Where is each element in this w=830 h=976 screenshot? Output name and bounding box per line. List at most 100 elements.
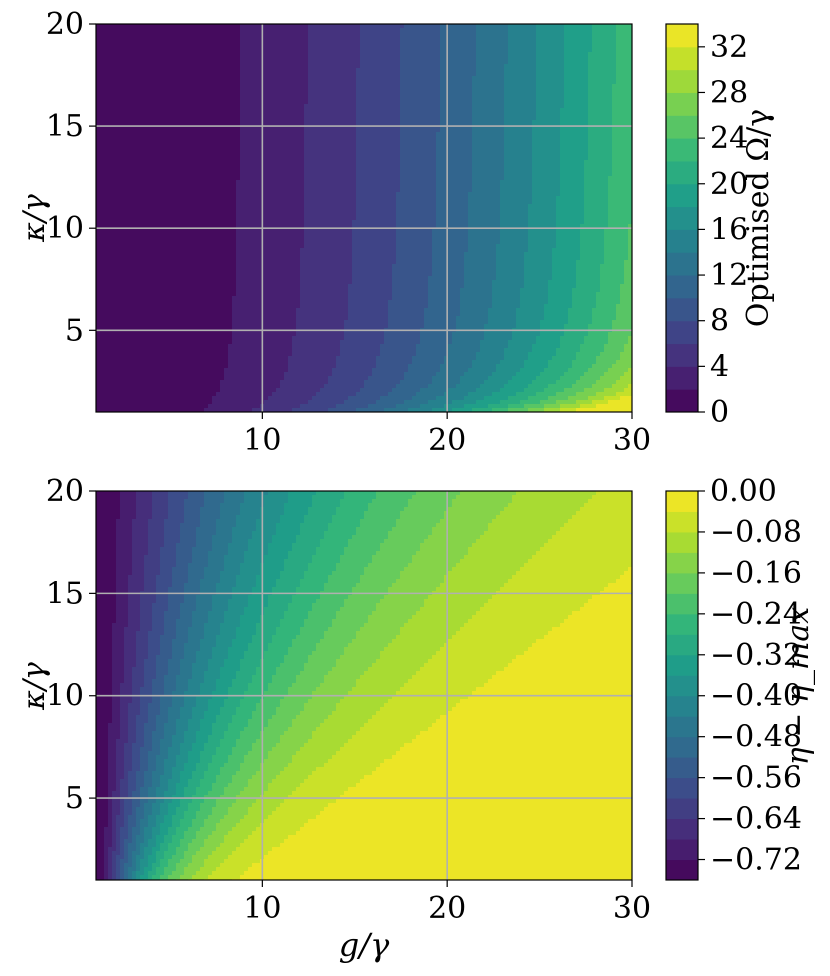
contour-cell [484, 164, 489, 169]
contour-cell [340, 24, 345, 29]
contour-cell [336, 36, 341, 41]
contour-cell [500, 32, 505, 37]
contour-cell [232, 160, 237, 165]
contour-cell [552, 92, 557, 97]
contour-cell [424, 156, 429, 161]
contour-cell [576, 116, 581, 121]
contour-cell [516, 88, 521, 93]
contour-cell [600, 132, 605, 137]
contour-cell [320, 36, 325, 41]
contour-cell [420, 112, 425, 117]
contour-cell [556, 128, 561, 133]
contour-cell [288, 168, 293, 173]
contour-cell [508, 132, 513, 137]
contour-cell [556, 88, 561, 93]
contour-cell [232, 156, 237, 161]
contour-cell [272, 64, 277, 69]
contour-cell [388, 116, 393, 121]
contour-cell [572, 104, 577, 109]
contour-cell [536, 28, 541, 33]
contour-cell [328, 60, 333, 65]
contour-cell [292, 24, 297, 29]
contour-cell [388, 44, 393, 49]
contour-cell [460, 80, 465, 85]
contour-cell [276, 44, 281, 49]
contour-cell [384, 64, 389, 69]
contour-cell [512, 136, 517, 141]
contour-cell [136, 168, 141, 173]
contour-cell [416, 52, 421, 57]
contour-cell [600, 36, 605, 41]
contour-cell [484, 140, 489, 145]
contour-cell [596, 100, 601, 105]
contour-cell [116, 72, 121, 77]
contour-cell [160, 36, 165, 41]
contour-cell [452, 36, 457, 41]
contour-cell [600, 64, 605, 69]
contour-cell [432, 36, 437, 41]
contour-cell [160, 96, 165, 101]
contour-cell [588, 76, 593, 81]
contour-cell [540, 88, 545, 93]
contour-cell [348, 28, 353, 33]
contour-cell [412, 24, 417, 29]
contour-cell [540, 168, 545, 173]
contour-cell [576, 36, 581, 41]
contour-cell [412, 44, 417, 49]
contour-cell [308, 88, 313, 93]
contour-cell [324, 44, 329, 49]
contour-cell [516, 132, 521, 137]
contour-cell [340, 68, 345, 73]
contour-cell [428, 116, 433, 121]
contour-cell [456, 40, 461, 45]
contour-cell [264, 56, 269, 61]
contour-cell [612, 116, 617, 121]
contour-cell [264, 84, 269, 89]
contour-cell [324, 132, 329, 137]
contour-cell [540, 48, 545, 53]
contour-cell [168, 156, 173, 161]
contour-cell [572, 96, 577, 101]
contour-cell [400, 60, 405, 65]
contour-cell [296, 152, 301, 157]
contour-cell [188, 88, 193, 93]
contour-cell [200, 104, 205, 109]
contour-cell [628, 112, 632, 117]
contour-cell [100, 136, 105, 141]
contour-cell [168, 152, 173, 157]
contour-cell [368, 24, 373, 29]
contour-cell [268, 104, 273, 109]
contour-cell [128, 172, 133, 177]
contour-cell [232, 28, 237, 33]
contour-cell [120, 84, 125, 89]
contour-cell [196, 152, 201, 157]
contour-cell [112, 96, 117, 101]
contour-cell [360, 64, 365, 69]
contour-cell [388, 96, 393, 101]
contour-cell [364, 140, 369, 145]
contour-cell [476, 144, 481, 149]
contour-cell [452, 88, 457, 93]
contour-cell [604, 116, 609, 121]
contour-cell [200, 32, 205, 37]
contour-cell [180, 96, 185, 101]
contour-cell [448, 104, 453, 109]
contour-cell [388, 60, 393, 65]
contour-cell [452, 96, 457, 101]
contour-cell [620, 156, 625, 161]
contour-cell [396, 52, 401, 57]
contour-cell [488, 164, 493, 169]
contour-cell [504, 164, 509, 169]
contour-cell [132, 32, 137, 37]
contour-cell [100, 120, 105, 125]
contour-cell [620, 64, 625, 69]
contour-cell [256, 44, 261, 49]
contour-cell [456, 88, 461, 93]
contour-cell [464, 168, 469, 173]
contour-cell [272, 68, 277, 73]
contour-cell [156, 84, 161, 89]
contour-cell [532, 64, 537, 69]
contour-cell [124, 160, 129, 165]
contour-cell [368, 164, 373, 169]
contour-cell [504, 100, 509, 105]
